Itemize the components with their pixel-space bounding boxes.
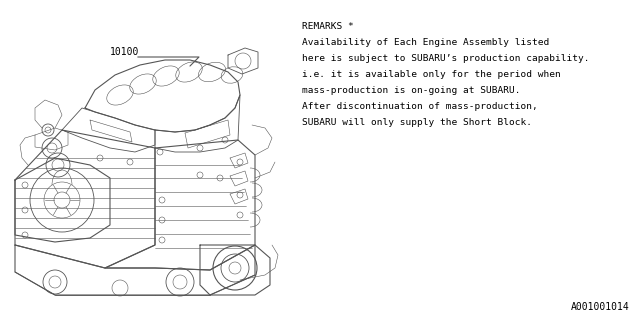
Text: i.e. it is available only for the period when: i.e. it is available only for the period… [302,70,561,79]
Text: A001001014: A001001014 [572,302,630,312]
Text: mass-production is on-going at SUBARU.: mass-production is on-going at SUBARU. [302,86,520,95]
Text: After discontinuation of mass-production,: After discontinuation of mass-production… [302,102,538,111]
Text: 10100: 10100 [110,47,140,57]
Text: REMARKS *: REMARKS * [302,22,354,31]
Text: Availability of Each Engine Assembly listed: Availability of Each Engine Assembly lis… [302,38,549,47]
Text: SUBARU will only supply the Short Block.: SUBARU will only supply the Short Block. [302,118,532,127]
Text: here is subject to SUBARU’s production capability.: here is subject to SUBARU’s production c… [302,54,589,63]
